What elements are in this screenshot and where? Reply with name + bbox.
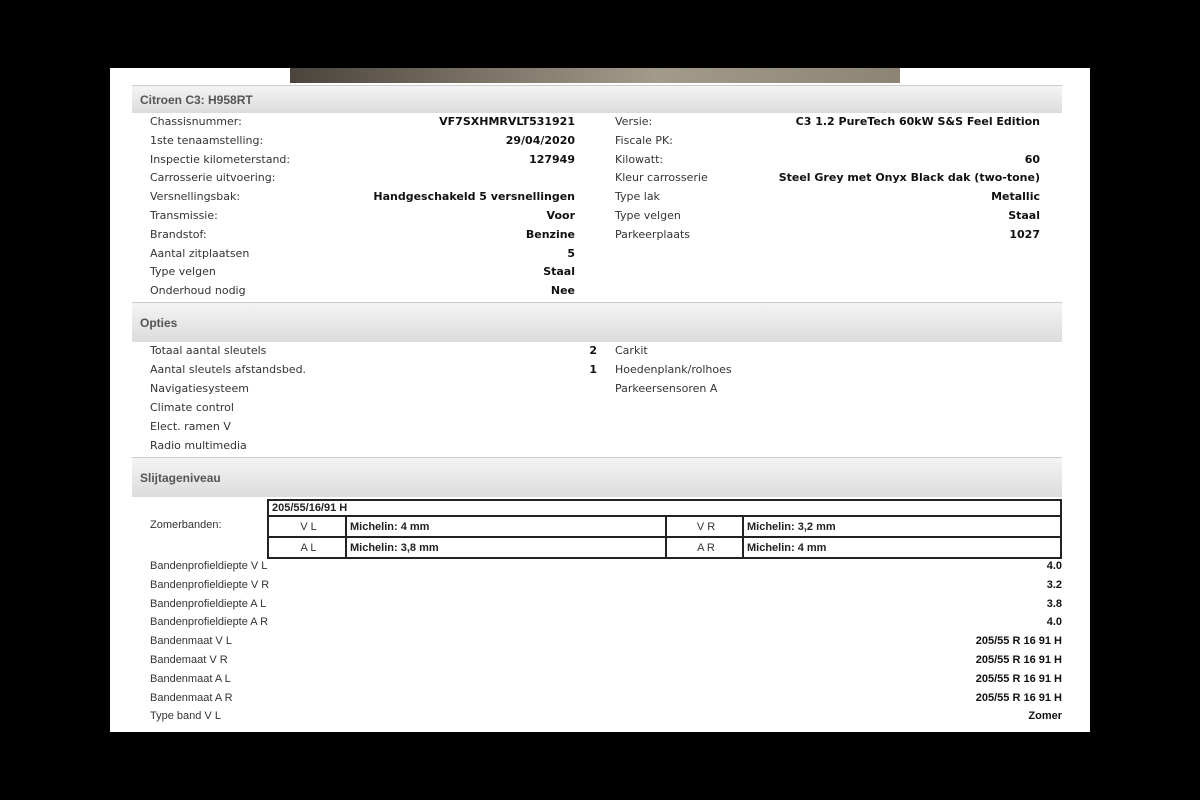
field-label: Parkeersensoren A: [615, 382, 718, 395]
field-value: 3.2: [1046, 578, 1062, 591]
field-label: Type lak: [615, 190, 660, 204]
tire-row: V L Michelin: 4 mm V R Michelin: 3,2 mm: [267, 515, 1062, 538]
field-value: Nee: [550, 284, 575, 298]
tire-depth: Michelin: 3,8 mm: [345, 536, 667, 559]
vehicle-photo: [290, 68, 900, 83]
tire-depth: Michelin: 4 mm: [742, 536, 1062, 559]
section-header-options: Opties: [132, 302, 1062, 342]
field-label: Transmissie:: [150, 209, 218, 222]
field-label: Chassisnummer:: [150, 115, 242, 128]
field-value: 4.0: [1046, 560, 1062, 572]
field-value: 3.8: [1046, 597, 1062, 610]
tire-position: V L: [267, 515, 347, 538]
field-label: Kleur carrosserie: [615, 171, 708, 185]
field-label: Kilowatt:: [615, 152, 664, 166]
field-value: Handgeschakeld 5 versnellingen: [373, 190, 575, 204]
tire-depth: Michelin: 3,2 mm: [742, 515, 1062, 538]
field-value: 1027: [1009, 227, 1040, 241]
field-label: Bandenmaat V L: [150, 635, 232, 648]
field-value: Voor: [546, 209, 575, 222]
field-value: Steel Grey met Onyx Black dak (two-tone): [778, 171, 1040, 185]
field-label: Bandenmaat A R: [150, 691, 233, 704]
field-value: 2: [589, 344, 597, 357]
field-label: 1ste tenaamstelling:: [150, 133, 264, 147]
field-value: 5: [567, 246, 575, 260]
field-value: Staal: [543, 265, 575, 279]
field-label: Type velgen: [615, 209, 681, 222]
section-header-wear: Slijtageniveau: [132, 457, 1062, 497]
tire-label: Zomerbanden:: [150, 519, 222, 531]
field-value: Metallic: [991, 190, 1040, 204]
field-value: 205/55 R 16 91 H: [975, 691, 1062, 704]
field-value: Benzine: [525, 227, 575, 241]
field-label: Versie:: [615, 115, 653, 128]
field-label: Aantal sleutels afstandsbed.: [150, 363, 307, 376]
field-label: Hoedenplank/rolhoes: [615, 363, 732, 376]
tire-position: A L: [267, 536, 347, 559]
field-label: Type band V L: [150, 710, 221, 723]
tire-table: 205/55/16/91 H V L Michelin: 4 mm V R Mi…: [267, 499, 1062, 559]
field-label: Fiscale PK:: [615, 133, 673, 147]
field-label: Versnellingsbak:: [150, 190, 241, 204]
field-value: VF7SXHMRVLT531921: [439, 115, 575, 128]
field-value: 29/04/2020: [505, 133, 575, 147]
field-value: 205/55 R 16 91 H: [975, 635, 1062, 648]
field-label: Type velgen: [150, 265, 216, 279]
field-value: 1: [589, 363, 597, 376]
field-label: Navigatiesysteem: [150, 382, 249, 395]
field-value: Staal: [1008, 209, 1040, 222]
section-header-vehicle: Citroen C3: H958RT: [132, 85, 1062, 113]
field-label: Carrosserie uitvoering:: [150, 171, 276, 185]
field-label: Brandstof:: [150, 227, 207, 241]
field-value: 205/55 R 16 91 H: [975, 654, 1062, 666]
vehicle-panel: Citroen C3: H958RT Chassisnummer: VF7SXHM…: [110, 68, 1090, 732]
field-value: Zomer: [1028, 710, 1062, 723]
field-label: Bandenprofieldiepte V R: [150, 578, 270, 591]
field-label: Bandenmaat A L: [150, 672, 231, 685]
field-label: Radio multimedia: [150, 439, 247, 452]
field-label: Parkeerplaats: [615, 227, 691, 241]
field-value: 127949: [529, 152, 575, 166]
field-label: Elect. ramen V: [150, 420, 231, 433]
field-label: Bandenprofieldiepte A R: [150, 616, 269, 629]
field-label: Inspectie kilometerstand:: [150, 152, 291, 166]
tire-size: 205/55/16/91 H: [267, 499, 1062, 517]
tire-row: A L Michelin: 3,8 mm A R Michelin: 4 mm: [267, 536, 1062, 559]
field-label: Onderhoud nodig: [150, 284, 246, 298]
field-label: Bandenprofieldiepte A L: [150, 597, 267, 610]
field-label: Aantal zitplaatsen: [150, 246, 250, 260]
field-label: Climate control: [150, 401, 234, 414]
field-value: 205/55 R 16 91 H: [975, 672, 1062, 685]
tire-position: A R: [665, 536, 744, 559]
field-label: Bandemaat V R: [150, 654, 228, 666]
tire-depth: Michelin: 4 mm: [345, 515, 667, 538]
field-label: Totaal aantal sleutels: [150, 344, 267, 357]
field-value: 4.0: [1046, 616, 1062, 629]
field-value: 60: [1024, 152, 1040, 166]
field-label: Carkit: [615, 344, 648, 357]
field-value: C3 1.2 PureTech 60kW S&S Feel Edition: [795, 115, 1040, 128]
tire-position: V R: [665, 515, 744, 538]
field-label: Bandenprofieldiepte V L: [150, 560, 268, 572]
